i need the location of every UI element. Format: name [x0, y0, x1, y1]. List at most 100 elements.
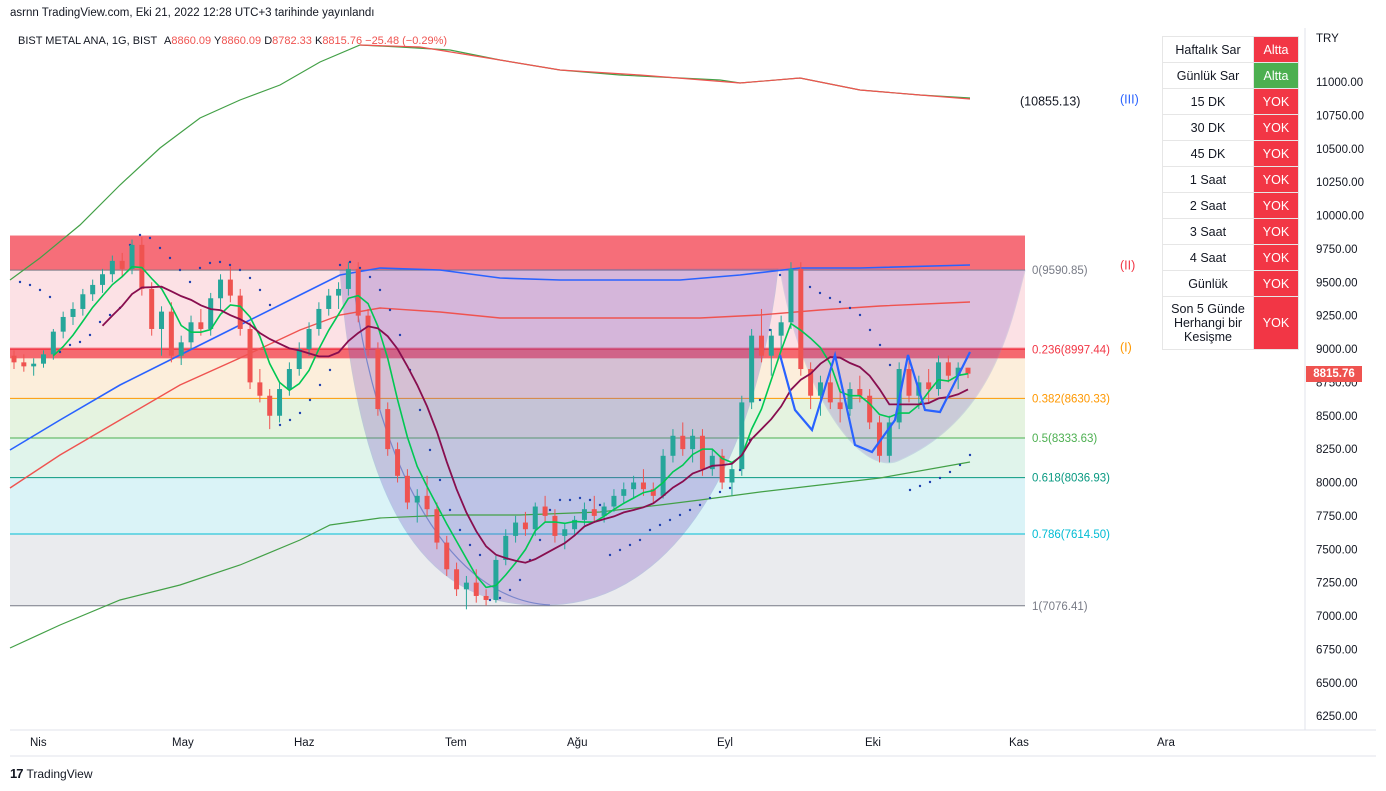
candle-body — [237, 295, 243, 329]
sar-dot — [868, 328, 872, 332]
sar-dot — [948, 470, 952, 474]
candle-body — [119, 260, 125, 269]
y-tick-label: 9250.00 — [1316, 311, 1358, 323]
sar-dot — [288, 418, 292, 422]
signal-value: Altta — [1253, 62, 1299, 89]
sar-dot — [638, 538, 642, 542]
x-tick-label: Nis — [30, 737, 47, 749]
signal-label: Günlük Sar — [1162, 62, 1254, 89]
sar-dot — [918, 484, 922, 488]
w-pattern-line — [778, 350, 971, 454]
candle-body — [847, 389, 853, 410]
candle-body — [926, 382, 932, 390]
sar-dot — [768, 328, 772, 332]
candle-body — [483, 595, 489, 600]
candle-body — [945, 362, 951, 376]
target-price-label: (10855.13) — [1020, 94, 1080, 108]
candle-body — [50, 331, 56, 355]
ma-long-green — [9, 461, 971, 649]
candle-body — [11, 355, 17, 363]
sar-dot — [298, 411, 302, 415]
sar-dot — [848, 306, 852, 310]
candle-body — [601, 506, 607, 516]
low-value: 8782.33 — [272, 35, 312, 47]
candle-body — [159, 311, 165, 329]
sar-dot — [398, 333, 402, 337]
sar-dot — [538, 538, 542, 542]
sar-dot — [218, 260, 222, 264]
sar-dot — [148, 236, 152, 240]
sar-dot — [468, 543, 472, 547]
low-label: D — [264, 35, 273, 47]
y-tick-label: 9500.00 — [1316, 277, 1358, 289]
sar-dot — [168, 256, 172, 260]
y-tick-label: 10750.00 — [1316, 110, 1364, 122]
signal-value: YOK — [1253, 296, 1299, 350]
candle-body — [729, 469, 735, 483]
candle-body — [749, 335, 755, 403]
candle-body — [444, 542, 450, 570]
sar-dot — [388, 308, 392, 312]
symbol-name[interactable]: BIST METAL ANA, 1G, BIST — [18, 35, 157, 47]
candle-body — [286, 369, 292, 390]
y-tick-label: 7250.00 — [1316, 578, 1358, 590]
fib-level-label: 0(9590.85) — [1032, 265, 1088, 277]
candle-body — [355, 268, 361, 316]
candle-body — [837, 402, 843, 410]
candle-body — [463, 582, 469, 590]
candle-body — [817, 382, 823, 396]
candle-body — [434, 509, 440, 543]
sar-dot — [278, 423, 282, 427]
sar-dot — [78, 340, 82, 344]
x-tick-label: Eki — [865, 737, 881, 749]
candle-body — [808, 369, 814, 396]
candle-body — [788, 268, 794, 323]
sar-dot — [438, 478, 442, 482]
sar-dot — [68, 343, 72, 347]
signal-value: YOK — [1253, 192, 1299, 219]
fib-level-label: 0.786(7614.50) — [1032, 529, 1110, 541]
y-tick-label: 8500.00 — [1316, 411, 1358, 423]
y-tick-label: 6500.00 — [1316, 678, 1358, 690]
sar-dot — [718, 490, 722, 494]
fib-zone — [10, 270, 1025, 350]
candle-body — [542, 506, 548, 516]
candle-body — [424, 495, 430, 510]
fib-level-label: 0.236(8997.44) — [1032, 344, 1110, 356]
sar-dot — [958, 463, 962, 467]
ma-blue — [9, 264, 971, 451]
close-label: K — [314, 35, 323, 47]
candle-body — [109, 260, 115, 275]
footer-brand-text: TradingView — [26, 766, 93, 781]
sar-dot — [608, 553, 612, 557]
candle-body — [876, 422, 882, 456]
candle-body — [886, 422, 892, 456]
candle-body — [955, 367, 961, 376]
candle-body — [31, 363, 37, 367]
candle-body — [768, 335, 774, 356]
fib-zone — [10, 398, 1025, 438]
candle-body — [562, 529, 568, 536]
candle-body — [129, 244, 135, 269]
signal-value: Altta — [1253, 36, 1299, 63]
sar-dot — [548, 508, 552, 512]
signal-row: 3 Saat YOK — [1162, 218, 1299, 245]
sar-dot — [568, 498, 572, 502]
x-tick-label: Kas — [1009, 737, 1029, 749]
change-value: −25.48 (−0.29%) — [365, 35, 448, 47]
candle-body — [247, 328, 253, 383]
sar-dot — [588, 498, 592, 502]
x-tick-label: Haz — [294, 737, 315, 749]
sar-dot — [328, 368, 332, 372]
candle-body — [965, 367, 971, 374]
sar-dot — [448, 508, 452, 512]
candle-body — [277, 389, 283, 416]
cup-pattern-left — [339, 268, 779, 606]
x-tick-label: Eyl — [717, 737, 733, 749]
high-value: 8860.09 — [221, 35, 262, 47]
candle-body — [719, 455, 725, 483]
sar-dot — [698, 503, 702, 507]
candle-body — [227, 279, 233, 296]
sar-dot — [488, 598, 492, 602]
